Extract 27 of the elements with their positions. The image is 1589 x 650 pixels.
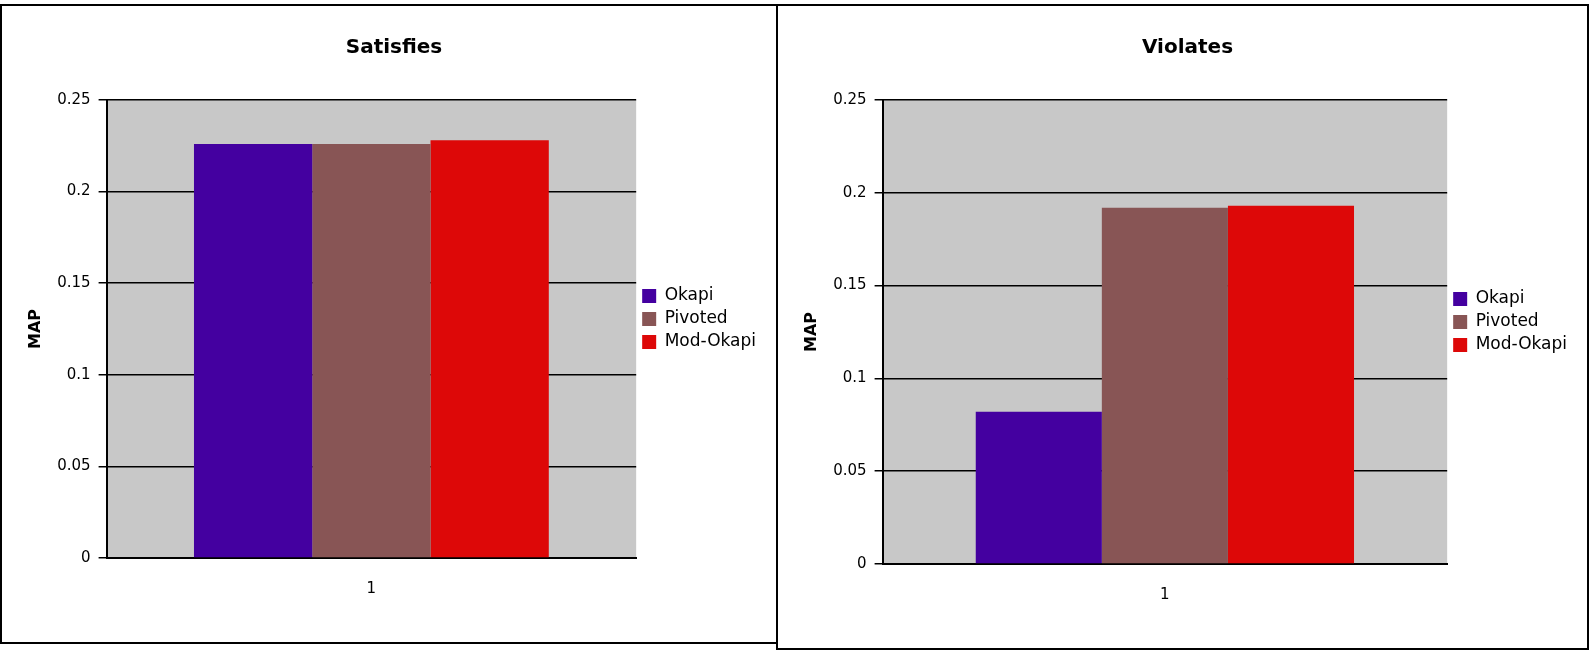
y-tick-label: 0.15 xyxy=(833,275,867,294)
y-tick-label: 0.1 xyxy=(66,364,91,383)
legend-label: Okapi xyxy=(1475,287,1525,308)
chart-title: Satisfies xyxy=(345,34,443,59)
bar xyxy=(1227,205,1355,564)
x-tick-label: 1 xyxy=(1160,584,1170,603)
y-tick-label: 0.05 xyxy=(57,456,91,475)
legend-label: Mod-Okapi xyxy=(1475,333,1567,354)
y-tick-label: 0.15 xyxy=(57,273,91,292)
y-tick-label: 0.1 xyxy=(842,368,867,387)
y-tick-label: 0.25 xyxy=(57,89,91,108)
y-tick-label: 0.2 xyxy=(66,181,91,200)
chart-title: Violates xyxy=(1141,34,1234,59)
bar xyxy=(975,411,1102,564)
legend-label: Pivoted xyxy=(664,307,728,328)
y-tick-label: 0.2 xyxy=(842,182,867,201)
y-tick-label: 0.25 xyxy=(833,89,867,108)
legend-label: Pivoted xyxy=(1475,310,1539,331)
bar xyxy=(1101,207,1228,564)
y-tick-label: 0.05 xyxy=(833,461,867,480)
y-axis-title: MAP xyxy=(24,308,44,350)
y-tick-label: 0 xyxy=(857,553,867,572)
x-tick-label: 1 xyxy=(366,578,377,597)
legend-label: Mod-Okapi xyxy=(664,330,756,351)
y-tick-label: 0 xyxy=(81,547,91,566)
legend-label: Okapi xyxy=(664,284,714,305)
y-axis-title: MAP xyxy=(800,311,820,353)
